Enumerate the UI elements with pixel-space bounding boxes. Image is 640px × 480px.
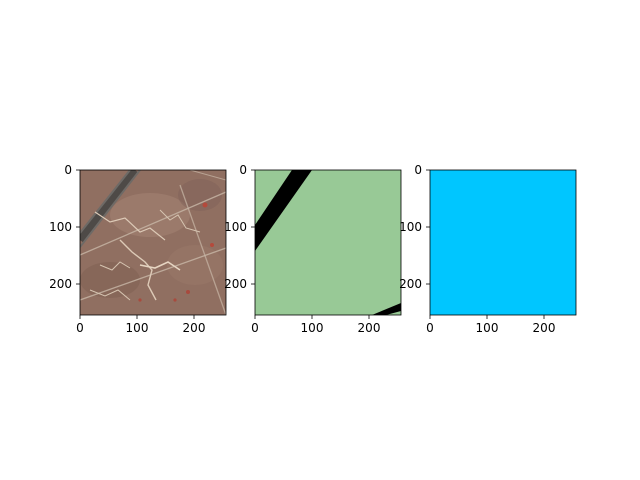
prediction-image bbox=[430, 170, 576, 315]
x-axis: 0 100 200 bbox=[251, 315, 380, 335]
tick-label: 100 bbox=[126, 321, 149, 335]
y-axis: 0 100 200 bbox=[224, 163, 255, 291]
mask-panel: 0 100 200 0 100 200 bbox=[224, 163, 402, 335]
mask-band bbox=[372, 303, 401, 315]
tick-label: 200 bbox=[183, 321, 206, 335]
tick-label: 100 bbox=[301, 321, 324, 335]
tick-label: 200 bbox=[358, 321, 381, 335]
axes-frame bbox=[429, 169, 577, 316]
satellite-panel: 0 100 200 0 100 200 bbox=[49, 163, 227, 335]
x-axis: 0 100 200 bbox=[426, 315, 555, 335]
tick-label: 200 bbox=[533, 321, 556, 335]
tick-label: 100 bbox=[476, 321, 499, 335]
axes-frame bbox=[254, 169, 402, 316]
tick-label: 0 bbox=[239, 163, 247, 177]
tick-label: 0 bbox=[414, 163, 422, 177]
tick-label: 0 bbox=[64, 163, 72, 177]
prediction-panel: 0 100 200 0 100 200 bbox=[399, 163, 577, 335]
tick-label: 0 bbox=[426, 321, 434, 335]
tick-label: 100 bbox=[224, 220, 247, 234]
mask-band bbox=[255, 170, 312, 251]
tick-label: 200 bbox=[49, 277, 72, 291]
y-axis: 0 100 200 bbox=[399, 163, 430, 291]
x-axis: 0 100 200 bbox=[76, 315, 205, 335]
tick-label: 200 bbox=[399, 277, 422, 291]
tick-label: 100 bbox=[399, 220, 422, 234]
tick-label: 200 bbox=[224, 277, 247, 291]
mask-image bbox=[255, 170, 401, 315]
tick-label: 0 bbox=[76, 321, 84, 335]
axes-frame bbox=[79, 169, 227, 316]
y-axis: 0 100 200 bbox=[49, 163, 80, 291]
tick-label: 100 bbox=[49, 220, 72, 234]
tick-label: 0 bbox=[251, 321, 259, 335]
satellite-image bbox=[80, 170, 226, 315]
